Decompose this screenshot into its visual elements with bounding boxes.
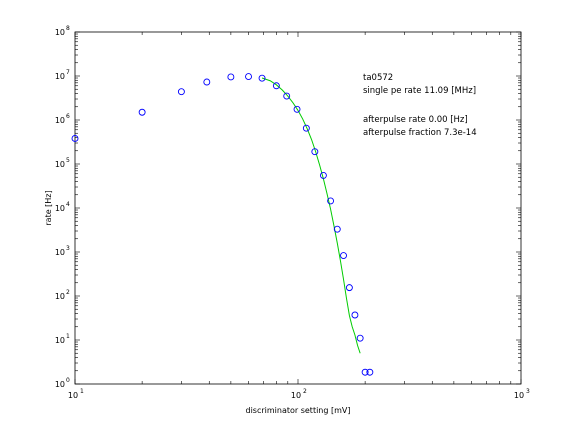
data-point (177, 88, 185, 96)
data-point (327, 197, 335, 205)
data-point (245, 73, 252, 81)
x-tick-exponent: 3 (526, 388, 530, 395)
data-point (71, 135, 79, 142)
data-point (319, 171, 327, 179)
data-point (356, 334, 364, 342)
data-point (345, 284, 353, 292)
axis-ticks: 10 1 10 2 10 310 010 110 210 310 410 510 610 710 8 (55, 25, 530, 400)
y-axis-title: rate [Hz] (44, 190, 53, 225)
y-tick-label: 10 (55, 292, 65, 301)
x-tick-exponent: 1 (80, 388, 84, 395)
x-tick-label: 10 (291, 391, 301, 400)
data-point (351, 311, 359, 319)
y-tick-label: 10 (55, 72, 65, 81)
x-tick-exponent: 2 (303, 388, 307, 395)
y-tick-exponent: 6 (66, 113, 70, 120)
annotation-afterpulse-rate: afterpulse rate 0.00 [Hz] (363, 115, 468, 125)
y-tick-exponent: 8 (66, 25, 70, 32)
y-tick-exponent: 7 (66, 69, 70, 76)
data-point (333, 225, 341, 233)
y-tick-exponent: 0 (66, 377, 70, 384)
x-tick-label: 10 (514, 391, 524, 400)
y-tick-exponent: 3 (66, 245, 70, 252)
data-point (366, 368, 374, 376)
x-axis-title: discriminator setting [mV] (245, 406, 350, 415)
data-point (283, 92, 291, 100)
y-tick-label: 10 (55, 380, 65, 389)
data-point (272, 82, 280, 90)
annotation-id: ta0572 (363, 73, 393, 83)
y-tick-label: 10 (55, 160, 65, 169)
data-point (361, 368, 369, 376)
data-point (302, 124, 310, 132)
data-point (293, 105, 301, 113)
data-point (340, 252, 347, 260)
y-tick-label: 10 (55, 204, 65, 213)
data-point (138, 108, 146, 116)
plot-area (74, 31, 522, 385)
y-tick-label: 10 (55, 28, 65, 37)
annotation-afterpulse-fraction: afterpulse fraction 7.3e-14 (363, 128, 477, 138)
y-tick-exponent: 2 (66, 289, 70, 296)
y-tick-exponent: 1 (66, 333, 70, 340)
y-tick-label: 10 (55, 248, 65, 257)
data-points-layer (71, 73, 374, 376)
data-point (227, 73, 235, 81)
annotation-single-pe-rate: single pe rate 11.09 [MHz] (363, 86, 476, 96)
y-tick-exponent: 5 (66, 157, 70, 164)
data-point (311, 148, 319, 156)
x-tick-label: 10 (68, 391, 78, 400)
y-tick-exponent: 4 (66, 201, 70, 208)
data-point (258, 74, 266, 82)
y-tick-label: 10 (55, 116, 65, 125)
data-point (203, 78, 211, 86)
y-tick-label: 10 (55, 336, 65, 345)
